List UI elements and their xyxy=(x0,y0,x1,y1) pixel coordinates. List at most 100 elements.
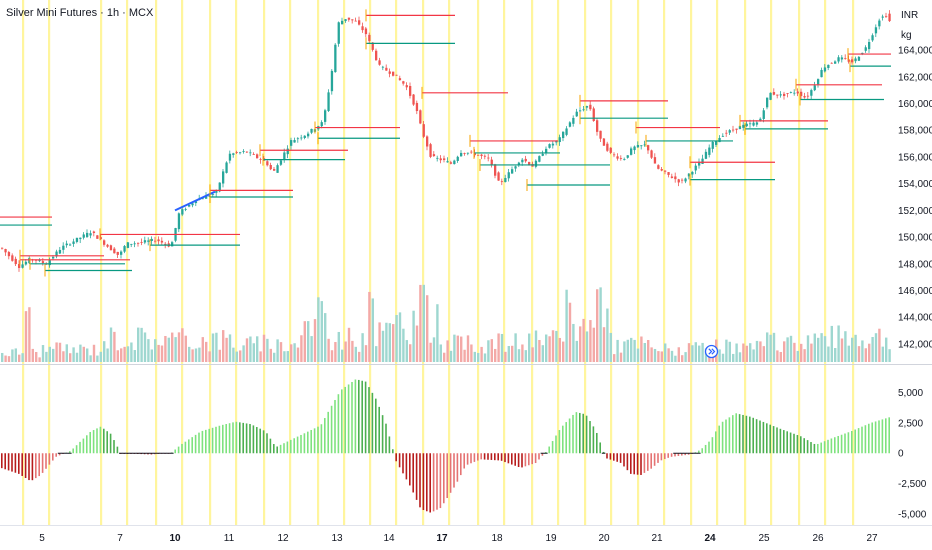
volume-bar xyxy=(789,335,793,362)
volume-bar xyxy=(222,330,225,362)
candle-body xyxy=(52,256,55,259)
replay-arrow-icon[interactable] xyxy=(704,344,719,359)
candle-body xyxy=(361,26,364,31)
volume-bar xyxy=(582,318,585,362)
candle-body xyxy=(4,249,7,253)
volume-bar xyxy=(820,333,823,362)
volume-bar xyxy=(786,337,789,362)
candle-body xyxy=(473,152,476,156)
oscillator-bar xyxy=(443,453,445,504)
trend-line[interactable] xyxy=(174,190,216,212)
volume-bar xyxy=(205,341,208,362)
candle-body xyxy=(708,147,711,155)
oscillator-bar xyxy=(249,423,251,454)
price-tick-label: 142,000 xyxy=(898,339,932,350)
volume-bar xyxy=(514,333,517,362)
volume-bar xyxy=(868,343,871,362)
candle-body xyxy=(184,208,187,210)
oscillator-bar xyxy=(643,453,646,473)
oscillator-bar xyxy=(844,433,846,454)
candle-body xyxy=(762,110,765,119)
oscillator-bar xyxy=(874,421,877,454)
volume-bar xyxy=(160,345,164,362)
volume-bar xyxy=(800,343,803,362)
volume-bar xyxy=(24,311,28,362)
oscillator-bar xyxy=(596,432,598,454)
price-tick-label: 146,000 xyxy=(898,286,932,297)
oscillator-bar xyxy=(517,453,520,468)
volume-bar xyxy=(745,345,748,362)
candle-body xyxy=(579,110,582,112)
oscillator-bar xyxy=(657,453,659,463)
oscillator-bar xyxy=(837,435,839,454)
candle-body xyxy=(538,156,541,162)
candle-body xyxy=(772,92,776,95)
volume-bar xyxy=(79,344,82,362)
candle-body xyxy=(677,179,680,183)
volume-bar xyxy=(439,344,442,362)
volume-bar xyxy=(164,335,167,362)
oscillator-bar xyxy=(300,434,302,454)
oscillator-bar xyxy=(599,442,601,454)
oscillator-bar xyxy=(789,432,792,454)
candle-body xyxy=(534,160,538,167)
oscillator-bar xyxy=(361,380,363,454)
oscillator-bar xyxy=(364,381,367,454)
volume-bar xyxy=(232,347,235,362)
price-tick-label: 154,000 xyxy=(898,179,932,190)
oscillator-bar xyxy=(174,449,176,454)
oscillator-bar xyxy=(109,433,112,454)
volume-bar xyxy=(239,350,242,362)
price-axis[interactable]: 164,000 162,000 160,000 158,000 156,000 154,0… xyxy=(898,46,932,351)
volume-bar xyxy=(99,351,102,362)
time-tick-label: 7 xyxy=(117,533,123,544)
time-axis[interactable]: 5 7 10 11 12 13 14 17 18 19 20 21 24 25 26 27 xyxy=(39,533,878,544)
candle-body xyxy=(871,35,874,41)
volume-bar xyxy=(606,308,609,362)
candle-body xyxy=(24,261,28,265)
volume-bar xyxy=(52,348,55,362)
candle-body xyxy=(626,155,629,158)
oscillator-bar xyxy=(803,438,805,454)
volume-bar xyxy=(725,339,728,362)
candle-body xyxy=(188,204,191,207)
candle-body xyxy=(555,140,558,143)
session-band xyxy=(181,0,184,525)
oscillator-bar xyxy=(786,431,788,454)
volume-bar xyxy=(235,351,238,362)
volume-bar xyxy=(793,342,796,362)
candle-body xyxy=(113,248,116,254)
oscillator-bar xyxy=(351,381,353,454)
candle-body xyxy=(711,141,714,149)
candle-body xyxy=(643,144,646,146)
candle-body xyxy=(810,90,813,96)
oscillator-bar xyxy=(582,413,584,454)
candle-body xyxy=(245,151,249,153)
volume-bar xyxy=(718,349,721,362)
candle-body xyxy=(1,247,4,249)
oscillator-bar xyxy=(840,434,843,454)
candle-body xyxy=(609,147,612,153)
oscillator-bar xyxy=(616,453,618,462)
oscillator-bar xyxy=(820,442,822,454)
candle-body xyxy=(72,241,75,244)
volume-bar xyxy=(324,313,327,362)
candle-body xyxy=(307,133,310,137)
candle-body xyxy=(133,243,136,245)
volume-bar xyxy=(575,340,578,362)
candle-body xyxy=(334,44,337,72)
oscillator-bar xyxy=(728,417,731,454)
volume-bar xyxy=(524,350,527,362)
candle-body xyxy=(742,124,745,128)
oscillator-bar xyxy=(630,453,632,474)
oscillator-bar xyxy=(456,453,459,482)
oscillator-axis[interactable]: 5,000 2,500 0 -2,500 -5,000 xyxy=(898,388,927,520)
price-tick-label: 158,000 xyxy=(898,126,932,137)
candle-body xyxy=(551,143,555,146)
oscillator-bar xyxy=(888,417,890,454)
oscillator-bar xyxy=(75,445,78,454)
volume-bar xyxy=(558,337,561,362)
session-band xyxy=(557,0,560,525)
time-tick-label: 19 xyxy=(545,533,557,544)
